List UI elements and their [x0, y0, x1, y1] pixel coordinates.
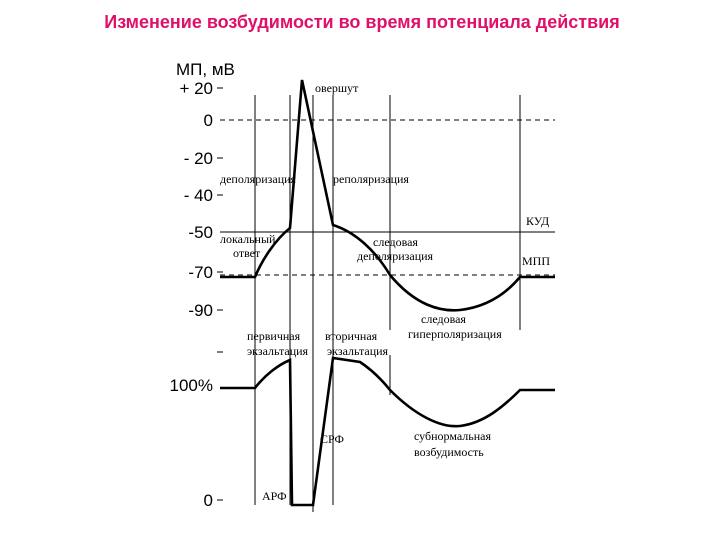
tick-label: 0 — [204, 491, 213, 510]
annotation: экзальтация — [247, 344, 309, 358]
annotation: первичная — [247, 329, 301, 343]
annotation: СРФ — [320, 432, 344, 446]
annotation: ответ — [233, 246, 261, 260]
annotation: овершут — [315, 81, 359, 95]
tick-label: + 20 — [179, 79, 213, 98]
annotation: локальный — [220, 232, 276, 246]
annotation: субнормальная — [414, 429, 492, 443]
tick-label: - 20 — [184, 149, 213, 168]
excitability-curve — [220, 356, 555, 507]
annotation: вторичная — [325, 329, 378, 343]
title: Изменение возбудимости во время потенциа… — [104, 12, 620, 32]
annotation: следовая — [373, 235, 418, 249]
annotation: экзальтация — [327, 344, 389, 358]
annotation: МПП — [522, 254, 550, 268]
annotation: гиперполяризация — [408, 327, 502, 341]
guides — [220, 95, 555, 512]
membrane-curve — [220, 79, 555, 312]
annotation: КУД — [526, 214, 549, 228]
tick-label: - 40 — [184, 186, 213, 205]
annotation: АРФ — [262, 489, 287, 503]
tick-label: -70 — [188, 263, 213, 282]
tick-label: 100% — [170, 376, 213, 395]
ticks — [217, 87, 223, 501]
annotation: возбудимость — [414, 445, 484, 459]
tick-label: -90 — [188, 301, 213, 320]
annotation: деполяризация — [220, 172, 297, 186]
tick-label: 0 — [204, 111, 213, 130]
annotation: деполяризация — [357, 249, 434, 263]
annotation: следовая — [421, 312, 466, 326]
tick-label: -50 — [188, 223, 213, 242]
axis-label: МП, мВ — [176, 60, 235, 79]
annotation: реполяризация — [333, 172, 409, 186]
